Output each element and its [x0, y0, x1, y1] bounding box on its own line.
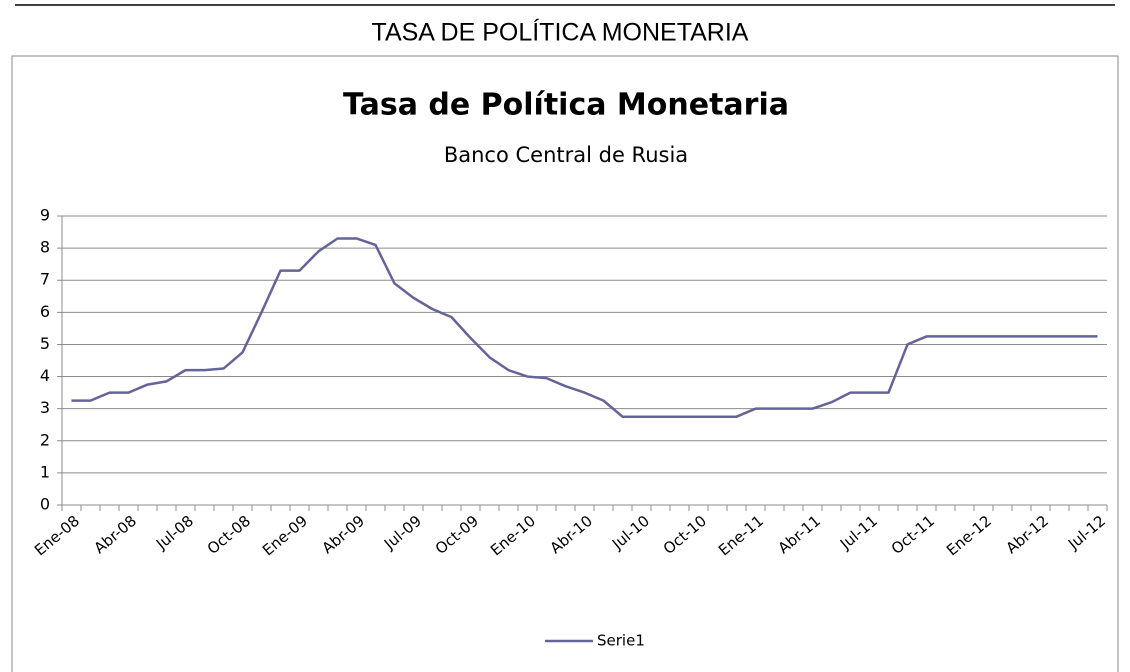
y-tick-label: 7	[40, 270, 50, 289]
chart-frame	[11, 55, 1119, 672]
series-line	[71, 237, 1098, 418]
y-tick-label: 4	[40, 366, 50, 385]
page-title: TASA DE POLÍTICA MONETARIA	[372, 18, 749, 47]
y-tick-label: 9	[40, 206, 50, 225]
chart-title: Tasa de Política Monetaria	[343, 88, 789, 123]
y-tick-label: 5	[40, 334, 50, 353]
y-tick-label: 3	[40, 398, 50, 417]
y-tick-label: 1	[40, 462, 50, 481]
chart-subtitle: Banco Central de Rusia	[444, 143, 688, 167]
y-tick-label: 6	[40, 302, 50, 321]
y-tick-label: 2	[40, 430, 50, 449]
legend-label: Serie1	[597, 632, 645, 650]
y-tick-label: 0	[40, 495, 50, 514]
y-tick-label: 8	[40, 238, 50, 257]
